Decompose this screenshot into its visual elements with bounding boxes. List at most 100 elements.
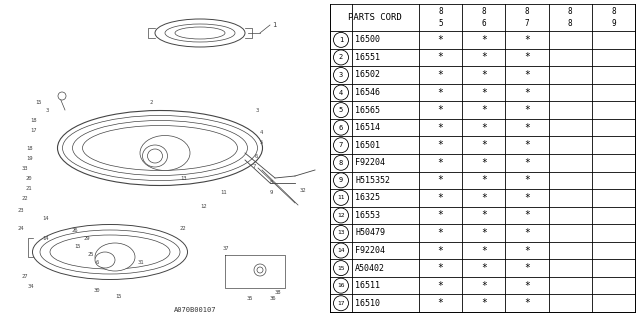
Text: 6: 6 <box>339 125 343 131</box>
Text: 27: 27 <box>22 275 29 279</box>
Text: 5: 5 <box>339 107 343 113</box>
Circle shape <box>333 243 349 258</box>
Text: 36: 36 <box>270 295 276 300</box>
Text: 13: 13 <box>180 175 186 180</box>
Text: 12: 12 <box>200 204 207 209</box>
Text: *: * <box>524 228 530 238</box>
Text: *: * <box>524 263 530 273</box>
Circle shape <box>333 296 349 311</box>
Text: 16551: 16551 <box>355 53 380 62</box>
Text: 16501: 16501 <box>355 141 380 150</box>
Ellipse shape <box>175 27 225 39</box>
Text: 16325: 16325 <box>355 193 380 202</box>
Text: *: * <box>481 123 487 133</box>
Text: 1: 1 <box>272 22 276 28</box>
Text: *: * <box>524 158 530 168</box>
Ellipse shape <box>33 225 188 279</box>
Text: 16500: 16500 <box>355 36 380 44</box>
Text: 14: 14 <box>42 215 49 220</box>
Text: 3: 3 <box>339 72 343 78</box>
Text: 3: 3 <box>256 108 259 113</box>
Text: 1: 1 <box>339 37 343 43</box>
Text: *: * <box>524 245 530 256</box>
Text: 31: 31 <box>138 260 145 266</box>
Text: *: * <box>481 228 487 238</box>
Text: *: * <box>481 70 487 80</box>
Text: *: * <box>524 211 530 220</box>
Text: 37: 37 <box>223 245 230 251</box>
Circle shape <box>333 155 349 170</box>
Text: *: * <box>438 228 444 238</box>
Text: PARTS CORD: PARTS CORD <box>348 13 401 22</box>
Text: *: * <box>438 175 444 185</box>
Circle shape <box>333 226 349 241</box>
Ellipse shape <box>147 149 163 163</box>
Text: 15: 15 <box>74 244 81 249</box>
Text: 16511: 16511 <box>355 281 380 290</box>
Text: 8: 8 <box>339 160 343 166</box>
Ellipse shape <box>40 230 180 274</box>
Text: *: * <box>524 70 530 80</box>
Ellipse shape <box>140 135 190 171</box>
Text: *: * <box>438 193 444 203</box>
Text: 16502: 16502 <box>355 70 380 79</box>
Text: *: * <box>438 88 444 98</box>
Text: 2: 2 <box>150 100 153 106</box>
Text: 11: 11 <box>337 196 345 200</box>
Text: *: * <box>481 52 487 62</box>
Text: *: * <box>438 281 444 291</box>
Circle shape <box>333 85 349 100</box>
Text: *: * <box>438 298 444 308</box>
Text: *: * <box>438 245 444 256</box>
Text: 17: 17 <box>337 301 345 306</box>
Text: 8: 8 <box>438 7 443 16</box>
Text: 30: 30 <box>94 287 100 292</box>
Text: 7: 7 <box>339 142 343 148</box>
Text: 16514: 16514 <box>355 123 380 132</box>
Text: 2: 2 <box>339 54 343 60</box>
Circle shape <box>333 208 349 223</box>
Text: F92204: F92204 <box>355 158 385 167</box>
Text: *: * <box>524 123 530 133</box>
Text: *: * <box>481 158 487 168</box>
Text: 38: 38 <box>275 290 282 294</box>
Ellipse shape <box>95 252 115 268</box>
Ellipse shape <box>72 121 248 175</box>
Text: *: * <box>524 193 530 203</box>
Text: *: * <box>481 245 487 256</box>
Text: *: * <box>524 175 530 185</box>
Ellipse shape <box>155 19 245 47</box>
Text: 9: 9 <box>270 190 273 196</box>
Text: 7: 7 <box>253 164 256 169</box>
Text: *: * <box>481 175 487 185</box>
Text: 18: 18 <box>26 146 33 150</box>
Text: 22: 22 <box>22 196 29 201</box>
Circle shape <box>333 120 349 135</box>
Ellipse shape <box>58 92 66 100</box>
Text: 34: 34 <box>28 284 35 290</box>
Text: *: * <box>438 211 444 220</box>
Text: *: * <box>438 35 444 45</box>
Text: 35: 35 <box>247 295 253 300</box>
Text: *: * <box>438 70 444 80</box>
Text: 9: 9 <box>611 19 616 28</box>
Text: 8: 8 <box>481 7 486 16</box>
Text: 16: 16 <box>337 283 345 288</box>
Text: 16546: 16546 <box>355 88 380 97</box>
Text: 12: 12 <box>337 213 345 218</box>
Circle shape <box>333 32 349 47</box>
Text: 8: 8 <box>270 180 273 186</box>
Text: 21: 21 <box>26 186 33 190</box>
Text: 14: 14 <box>337 248 345 253</box>
Text: *: * <box>524 35 530 45</box>
Text: 22: 22 <box>180 226 186 230</box>
Text: H515352: H515352 <box>355 176 390 185</box>
Text: *: * <box>524 281 530 291</box>
Text: *: * <box>481 281 487 291</box>
Text: 11: 11 <box>220 190 227 196</box>
Text: *: * <box>481 263 487 273</box>
Text: 16510: 16510 <box>355 299 380 308</box>
Text: *: * <box>438 158 444 168</box>
Text: 14: 14 <box>42 236 49 241</box>
Text: *: * <box>524 88 530 98</box>
